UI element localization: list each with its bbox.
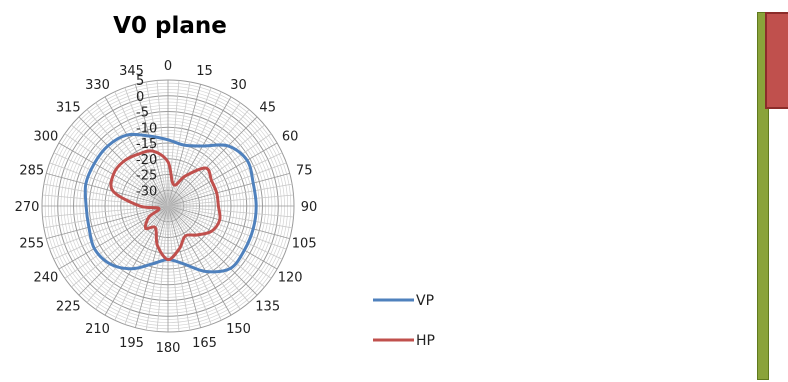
grid-spoke: [167, 205, 250, 303]
radial-tick-label: -5: [136, 106, 149, 121]
grid-spoke: [167, 152, 283, 207]
series-group: [83, 132, 258, 274]
side-block-shape: [765, 12, 788, 109]
angle-tick-label: 315: [56, 100, 81, 115]
grid-spoke: [167, 205, 232, 316]
radial-labels: 50-5-10-15-20-25-30: [136, 74, 157, 199]
grid-spoke: [64, 205, 169, 279]
grid-spoke: [167, 96, 232, 207]
grid-spoke: [167, 124, 265, 207]
angle-tick-label: 165: [192, 336, 217, 351]
grid-spoke: [167, 205, 201, 328]
grid-spoke: [42, 194, 169, 207]
chart-title: V0 plane: [113, 13, 227, 39]
grid-spoke: [167, 205, 290, 239]
legend: VP HP: [373, 293, 435, 349]
grid-spoke: [167, 205, 222, 321]
grid-spoke: [156, 205, 169, 332]
grid-spoke: [135, 205, 169, 328]
grid-spoke: [167, 142, 278, 207]
grid-spoke: [167, 205, 272, 279]
radial-tick-label: 5: [136, 74, 144, 89]
grid-spoke: [145, 81, 169, 207]
grid-spoke: [167, 91, 222, 207]
grid-spoke: [78, 205, 169, 296]
radial-tick-label: -30: [136, 184, 157, 199]
grid-spoke: [167, 194, 294, 207]
grid-spoke: [114, 91, 169, 207]
angle-tick-label: 60: [282, 130, 299, 145]
angle-tick-label: 150: [226, 322, 251, 337]
grid-spoke: [86, 205, 169, 303]
radial-tick-label: -25: [136, 169, 157, 184]
legend-label-hp: HP: [416, 333, 435, 349]
grid-spoke: [167, 205, 287, 250]
grid-spoke: [95, 205, 169, 310]
grid-spoke: [156, 80, 169, 207]
radial-tick-label: -20: [136, 153, 157, 168]
angle-tick-label: 90: [301, 200, 318, 215]
grid-spoke: [104, 96, 169, 207]
grid-spoke: [71, 205, 169, 288]
grid-spoke: [167, 205, 283, 260]
angle-tick-label: 75: [296, 164, 313, 179]
angle-tick-label: 225: [56, 300, 81, 315]
grid-spoke: [167, 162, 287, 207]
grid-spoke: [135, 84, 169, 207]
grid-spoke: [114, 205, 169, 321]
grid-spoke: [124, 87, 169, 207]
grid-spoke: [167, 205, 180, 332]
grid-spoke: [49, 162, 169, 207]
angle-tick-label: 120: [278, 271, 303, 286]
angle-tick-label: 105: [292, 236, 317, 251]
grid-spoke: [43, 183, 169, 207]
legend-label-vp: VP: [416, 293, 434, 309]
angle-tick-label: 0: [164, 59, 172, 74]
radial-tick-label: -10: [136, 121, 157, 136]
grid-spoke: [167, 205, 293, 229]
angle-tick-label: 300: [33, 130, 58, 145]
angle-tick-label: 15: [196, 64, 213, 79]
angle-tick-label: 135: [255, 300, 280, 315]
grid-spoke: [167, 205, 294, 218]
series-line-hp: [109, 149, 222, 262]
angle-tick-label: 45: [259, 100, 276, 115]
angle-tick-label: 210: [85, 322, 110, 337]
grid-spoke: [167, 109, 250, 207]
angle-tick-label: 255: [19, 236, 44, 251]
grid-spoke: [104, 205, 169, 316]
grid-spoke: [43, 205, 169, 229]
grid-spoke: [167, 205, 191, 331]
grid-spoke: [167, 205, 265, 288]
angle-tick-label: 330: [85, 78, 110, 93]
radial-tick-label: 0: [136, 90, 144, 105]
grid-spoke: [167, 133, 272, 207]
grid-spoke: [49, 205, 169, 250]
grid-spoke: [46, 205, 169, 239]
angle-tick-label: 195: [119, 336, 144, 351]
grid-spoke: [145, 205, 169, 331]
radial-tick-label: -15: [136, 137, 157, 152]
angle-tick-label: 345: [119, 64, 144, 79]
grid-spoke: [167, 205, 241, 310]
angle-tick-label: 30: [230, 78, 247, 93]
grid-spoke: [167, 116, 258, 207]
angle-tick-label: 180: [156, 341, 181, 356]
angle-labels: 0 15 30 45 60 75 90 105 120 135 150 165 180 195 210 225…: [15, 59, 318, 356]
grid-spoke: [95, 102, 169, 207]
grid-spoke: [167, 183, 293, 207]
grid-spoke: [46, 173, 169, 207]
polar-grid: [41, 79, 295, 333]
angle-tick-label: 270: [15, 200, 40, 215]
grid-spoke: [167, 205, 278, 270]
grid-spoke: [167, 173, 290, 207]
grid-spoke: [167, 205, 258, 296]
angle-tick-label: 285: [19, 164, 44, 179]
grid-spoke: [167, 102, 241, 207]
angle-tick-label: 240: [33, 271, 58, 286]
